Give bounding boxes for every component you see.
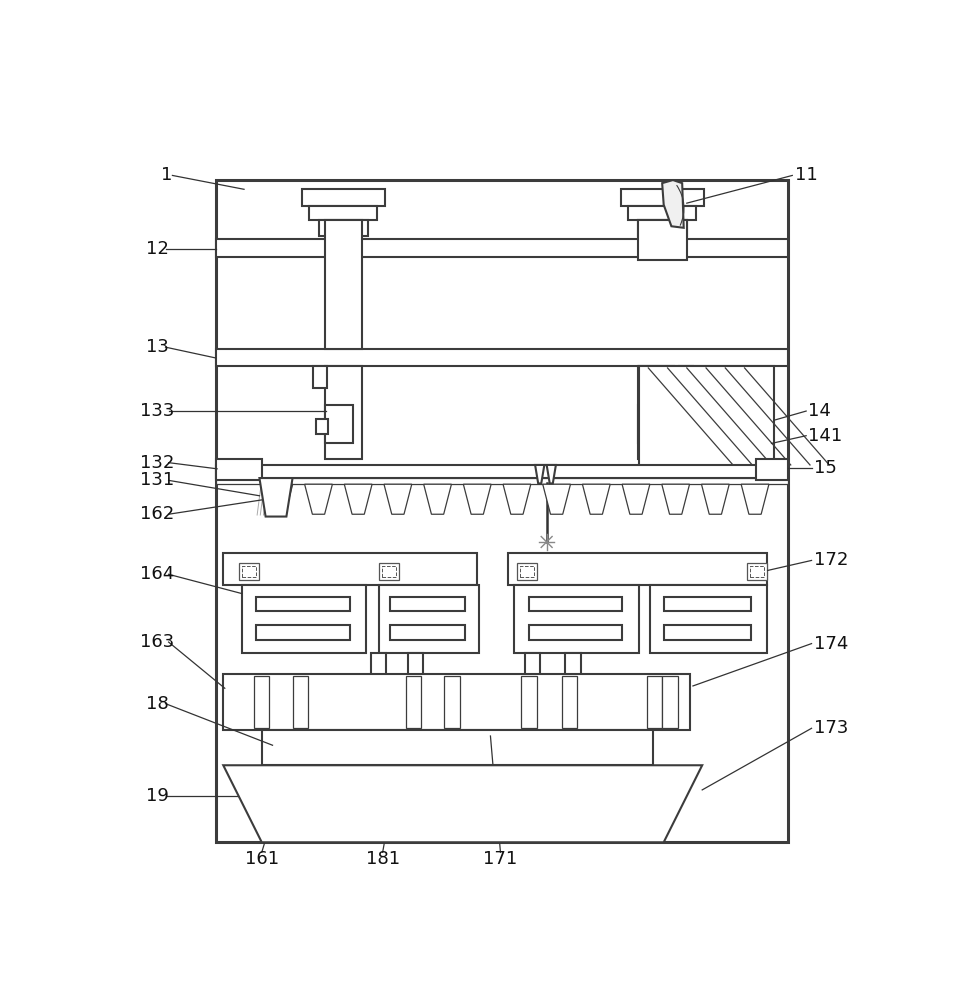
Bar — [646, 676, 661, 728]
Bar — [381, 566, 396, 577]
Polygon shape — [661, 484, 689, 514]
Text: 172: 172 — [813, 551, 847, 569]
Bar — [525, 653, 540, 680]
Bar — [215, 180, 787, 842]
Bar — [378, 563, 399, 580]
Bar — [677, 419, 689, 434]
Bar — [254, 676, 270, 728]
Bar — [319, 220, 367, 235]
Text: 19: 19 — [146, 787, 168, 805]
Bar — [316, 419, 327, 434]
Bar — [378, 585, 479, 653]
Bar — [562, 676, 576, 728]
Bar — [637, 220, 686, 260]
Polygon shape — [582, 484, 610, 514]
Bar — [620, 189, 703, 206]
Text: 174: 174 — [813, 635, 847, 653]
Bar — [638, 366, 773, 466]
Text: 11: 11 — [793, 166, 817, 184]
Bar — [223, 553, 477, 585]
Text: 141: 141 — [808, 427, 842, 445]
Text: 162: 162 — [140, 505, 174, 523]
Text: 14: 14 — [808, 402, 830, 420]
Bar — [529, 597, 621, 611]
Text: 173: 173 — [813, 719, 847, 737]
Bar — [663, 625, 750, 640]
Bar — [324, 366, 361, 459]
Bar — [637, 405, 664, 443]
Bar — [241, 566, 255, 577]
Text: 161: 161 — [244, 850, 278, 868]
Text: 18: 18 — [146, 695, 168, 713]
Bar — [324, 405, 353, 443]
Bar — [565, 653, 580, 680]
Bar — [309, 206, 377, 220]
Bar — [508, 553, 766, 585]
Bar — [520, 566, 533, 577]
Bar — [313, 366, 327, 388]
Polygon shape — [502, 484, 531, 514]
Bar — [517, 563, 537, 580]
Bar — [292, 676, 308, 728]
Polygon shape — [701, 484, 729, 514]
Text: 164: 164 — [140, 565, 174, 583]
Bar — [215, 239, 787, 257]
Text: 13: 13 — [146, 338, 168, 356]
Text: 12: 12 — [146, 240, 168, 258]
Bar — [405, 676, 421, 728]
Bar — [223, 674, 689, 730]
Text: 131: 131 — [140, 471, 174, 489]
Bar — [649, 585, 766, 653]
Polygon shape — [546, 465, 555, 483]
Text: 15: 15 — [813, 459, 836, 477]
Bar — [637, 220, 686, 235]
Polygon shape — [534, 465, 544, 483]
Bar — [746, 563, 766, 580]
Text: 132: 132 — [140, 454, 174, 472]
Bar — [529, 625, 621, 640]
Bar — [370, 653, 386, 680]
Polygon shape — [223, 765, 701, 842]
Bar — [241, 585, 366, 653]
Bar — [256, 597, 349, 611]
Polygon shape — [344, 484, 371, 514]
Bar — [407, 653, 423, 680]
Bar — [749, 566, 763, 577]
Bar — [215, 459, 262, 480]
Bar — [302, 189, 385, 206]
Bar — [390, 625, 464, 640]
Text: 1: 1 — [161, 166, 173, 184]
Bar — [444, 676, 459, 728]
Text: 181: 181 — [365, 850, 400, 868]
Bar — [755, 459, 787, 480]
Polygon shape — [621, 484, 649, 514]
Polygon shape — [661, 180, 683, 228]
Bar — [262, 730, 653, 765]
Polygon shape — [384, 484, 411, 514]
Polygon shape — [423, 484, 451, 514]
Polygon shape — [463, 484, 490, 514]
Bar — [238, 563, 258, 580]
Bar — [514, 585, 638, 653]
Polygon shape — [741, 484, 768, 514]
Polygon shape — [542, 484, 570, 514]
Bar — [663, 597, 750, 611]
Bar — [678, 366, 693, 388]
Bar — [215, 478, 787, 484]
Text: 171: 171 — [483, 850, 517, 868]
Bar — [215, 465, 787, 478]
Bar — [661, 676, 677, 728]
Polygon shape — [259, 478, 292, 517]
Polygon shape — [304, 484, 332, 514]
Bar — [324, 220, 361, 349]
Bar — [627, 206, 696, 220]
Bar — [256, 625, 349, 640]
Bar — [390, 597, 464, 611]
Text: 163: 163 — [140, 633, 174, 651]
Polygon shape — [265, 484, 292, 514]
Bar — [215, 349, 787, 366]
Bar — [637, 366, 674, 459]
Bar — [521, 676, 536, 728]
Text: 133: 133 — [140, 402, 174, 420]
